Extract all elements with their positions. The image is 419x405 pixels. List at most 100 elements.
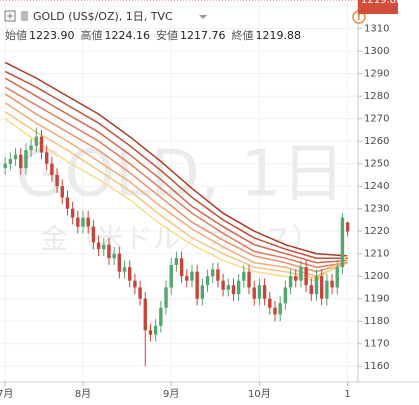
candle-body [117, 253, 122, 272]
axes: 1160 1170 1180 1190 1200 1210 1220 1230 1240 1250… [0, 0, 402, 400]
candle-body [112, 253, 116, 259]
plot [0, 0, 358, 367]
last-price-label: 1219.88 [361, 0, 402, 6]
ohlc-value: 1224.16 [105, 29, 151, 42]
candle-body [273, 307, 277, 315]
ohlc-value: 1223.90 [29, 29, 75, 42]
candle-body [107, 244, 111, 259]
dropdown-arrow[interactable] [199, 15, 207, 19]
candle-body [335, 267, 339, 288]
candle-body [39, 136, 44, 153]
candle-body [195, 271, 199, 299]
candle-body [179, 258, 184, 277]
candle-body [330, 280, 334, 288]
y-tick-label: 1270 [364, 114, 389, 125]
candle-body [3, 163, 7, 169]
candle-body [96, 242, 101, 250]
candle-body [174, 258, 179, 265]
ohlc-value: 1219.88 [256, 29, 302, 42]
grid [0, 0, 358, 382]
moving-average-line [4, 77, 348, 264]
candle-body [278, 303, 282, 315]
candle-body [55, 174, 59, 187]
symbol-icon [21, 11, 28, 21]
x-tick-label: 9月 [163, 388, 179, 400]
candle-body [102, 244, 106, 250]
ohlc-label: 安値 [156, 28, 178, 42]
y-tick-label: 1210 [364, 249, 389, 260]
candle-body [159, 307, 163, 326]
candle-body [44, 152, 49, 164]
moving-average-line [4, 70, 348, 259]
candle-body [81, 217, 85, 227]
candle-body [200, 285, 205, 299]
y-tick-label: 1190 [364, 294, 389, 305]
candle-body [65, 197, 70, 209]
candle-body [242, 271, 246, 281]
candle-body [319, 276, 324, 299]
candle-body [70, 208, 75, 218]
y-tick-label: 1290 [364, 69, 389, 80]
y-tick-label: 1280 [364, 91, 389, 102]
candle-body [138, 287, 142, 299]
x-tick-label: 8月 [75, 388, 91, 400]
candle-body [143, 298, 147, 331]
ohlc-value: 1217.76 [180, 29, 226, 42]
candle-body [34, 136, 39, 146]
candle-body [8, 159, 13, 164]
candle-body [314, 276, 319, 295]
ohlc-label: 始値 [5, 28, 27, 42]
candle-body [236, 280, 241, 295]
candle-body [76, 217, 80, 227]
candle-body [252, 287, 256, 299]
candle-body [205, 276, 210, 286]
moving-average-line [4, 93, 348, 273]
candle-body [122, 267, 127, 272]
candle-body [128, 267, 132, 281]
candle-body [50, 163, 54, 175]
y-tick-label: 1200 [364, 271, 389, 282]
watermark-symbol: GOLD, 1日 [15, 138, 345, 212]
candle-body [19, 154, 23, 169]
watermark-name: 金（米ドル／オンス） [40, 222, 319, 255]
x-tick-label: 7月 [0, 388, 13, 400]
candle-body [29, 145, 33, 151]
candle-body [247, 271, 251, 288]
y-tick-label: 1160 [364, 361, 389, 372]
candle-body [262, 285, 267, 299]
chart-title: GOLD (US$/OZ), 1日, TVC [33, 10, 173, 23]
x-tick-label: 1 [344, 389, 350, 400]
expand-icon[interactable] [4, 10, 16, 22]
x-tick-label: 10月 [248, 388, 271, 400]
candle-body [60, 186, 64, 198]
y-tick-label: 1180 [364, 316, 389, 327]
candle-body [133, 280, 137, 288]
ohlc-header: 始値 1223.90 高値 1224.16 安値 1217.76 終値 1219.88 [5, 28, 301, 42]
y-tick-label: 1220 [364, 226, 389, 237]
candle-body [185, 276, 189, 281]
candle-body [257, 285, 262, 299]
y-tick-label: 1250 [364, 159, 389, 170]
y-tick-label: 1300 [364, 46, 389, 57]
candle-body [226, 285, 230, 290]
y-tick-label: 1310 [364, 24, 389, 35]
moving-average-line [4, 102, 348, 277]
moving-average-line [4, 61, 348, 257]
candle-body [231, 285, 236, 295]
candle-body [164, 287, 168, 308]
y-tick-label: 1240 [364, 181, 389, 192]
candle-body [24, 150, 28, 169]
candle-body [221, 280, 225, 290]
candle-body [216, 269, 220, 281]
candle-body [345, 222, 350, 232]
last-price-box [358, 0, 398, 14]
candle-body [86, 217, 90, 227]
candle-body [325, 280, 329, 299]
candle-body [268, 298, 272, 308]
candle-body [148, 330, 153, 335]
y-tick-label: 1260 [364, 136, 389, 147]
candle-body [294, 276, 298, 281]
candle-body [190, 271, 194, 281]
candle-body [13, 154, 18, 160]
